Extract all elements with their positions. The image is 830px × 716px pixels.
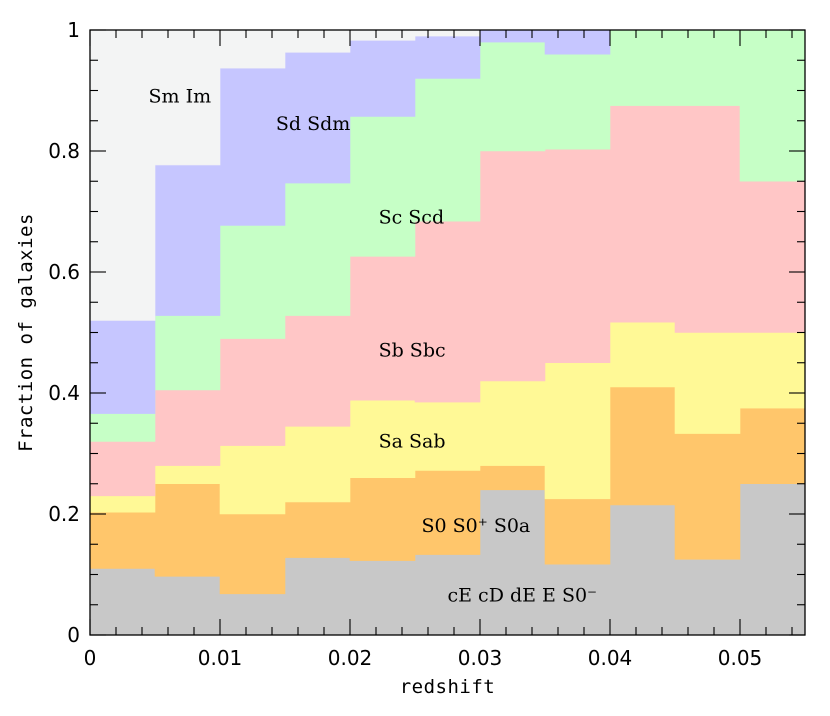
region-label: cE cD dE E S0⁻: [448, 585, 598, 607]
y-tick-label: 0.6: [48, 260, 80, 284]
region-label: Sa Sab: [379, 430, 446, 452]
axis-tick-labels: 0 0.01 0.02 0.03 0.04 0.05 0 0.2 0.4 0.6 0.8 1: [48, 18, 762, 670]
region-label: Sm Im: [149, 86, 212, 108]
region-label: Sb Sbc: [379, 340, 446, 362]
x-tick-label: 0.05: [718, 646, 763, 670]
y-tick-label: 0: [67, 623, 80, 647]
chart-bands: [89, 29, 806, 636]
x-axis-title: redshift: [400, 676, 496, 698]
region-label: Sd Sdm: [276, 113, 350, 135]
y-tick-label: 0.2: [48, 502, 80, 526]
y-tick-label: 1: [67, 18, 80, 42]
x-tick-label: 0: [84, 646, 97, 670]
x-tick-label: 0.03: [458, 646, 503, 670]
y-tick-label: 0.4: [48, 381, 80, 405]
axis-ticks: [89, 29, 805, 636]
x-tick-label: 0.04: [588, 646, 633, 670]
x-tick-label: 0.01: [198, 646, 243, 670]
y-tick-label: 0.8: [48, 139, 80, 163]
y-axis-title: Fraction of galaxies: [15, 213, 37, 452]
chart-annotations: Sm Im Sd Sdm Sc Scd Sb Sbc Sa Sab S0 S0⁺ S0a c…: [149, 86, 598, 607]
region-label: S0 S0⁺ S0a: [422, 515, 531, 537]
x-tick-label: 0.02: [328, 646, 373, 670]
region-label: Sc Scd: [379, 207, 445, 229]
